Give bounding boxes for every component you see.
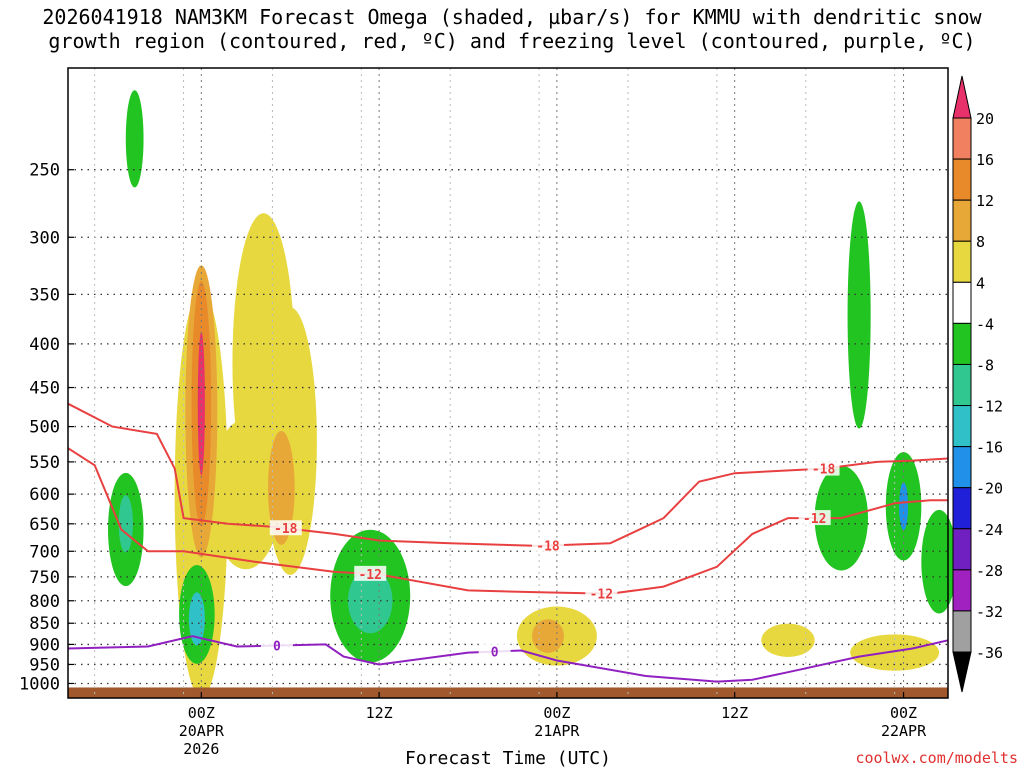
- omega-shade-6: [197, 331, 205, 476]
- omega-shade-9: [348, 568, 393, 634]
- colorbar-label-9: -20: [976, 480, 1003, 498]
- y-tick-label-850: 850: [29, 614, 60, 634]
- colorbar-swatch-7: [952, 363, 972, 407]
- x-tick-label-0-0: 00Z: [188, 704, 215, 722]
- colorbar-label-8: -16: [976, 439, 1003, 457]
- dgz-12-contour-label-1: -12: [590, 588, 613, 603]
- omega-shade-14: [125, 90, 144, 188]
- y-tick-label-900: 900: [29, 635, 60, 655]
- colorbar-swatch-1: [952, 117, 972, 160]
- colorbar-top-arrow: [952, 75, 972, 119]
- colorbar-swatch-12: [952, 569, 972, 612]
- colorbar-label-0: 20: [976, 110, 994, 128]
- colorbar-label-12: -32: [976, 603, 1003, 621]
- omega-shade-16: [532, 619, 564, 653]
- colorbar-label-2: 12: [976, 192, 994, 210]
- colorbar-label-5: -4: [976, 315, 994, 333]
- dgz-12-contour-label-0: -12: [358, 568, 381, 583]
- plot-frame: [67, 67, 949, 699]
- colorbar-label-6: -8: [976, 356, 994, 374]
- x-tick-label-20-0: 12Z: [366, 704, 393, 722]
- x-tick-label-40-1: 21APR: [534, 722, 580, 740]
- x-tick-label-60-0: 12Z: [721, 704, 748, 722]
- omega-shade-18: [761, 623, 815, 657]
- dgz-12-contour-label-bg-2: [798, 510, 831, 526]
- omega-shade-2: [210, 419, 282, 570]
- colorbar-swatch-8: [952, 405, 972, 448]
- x-axis-label: Forecast Time (UTC): [405, 748, 611, 768]
- y-tick-label-700: 700: [29, 542, 60, 562]
- y-tick-label-250: 250: [29, 161, 60, 181]
- colorbar-bottom-arrow: [952, 651, 972, 693]
- dgz-12-contour-label-bg-1: [585, 585, 618, 601]
- colorbar-label-1: 16: [976, 151, 994, 169]
- dgz-12-contour-label-2: -12: [803, 512, 826, 527]
- y-tick-label-300: 300: [29, 228, 60, 248]
- omega-shade-11: [118, 495, 133, 553]
- dgz-12-contour-line: [67, 447, 948, 595]
- y-tick-label-600: 600: [29, 485, 60, 505]
- colorbar-swatch-3: [952, 199, 972, 242]
- colorbar-label-4: 4: [976, 274, 985, 292]
- freezing-contour-line: [67, 635, 949, 683]
- colorbar-swatch-10: [952, 487, 972, 530]
- dgz-18-contour-label-bg-1: [532, 537, 564, 553]
- chart-title-line2: growth region (contoured, red, ºC) and f…: [48, 29, 976, 53]
- ground-band: [68, 687, 948, 698]
- colorbar-swatch-5: [952, 281, 972, 324]
- colorbar-label-10: -24: [976, 521, 1003, 539]
- y-tick-label-400: 400: [29, 335, 60, 355]
- omega-shade-23: [921, 509, 957, 614]
- x-tick-label-79-0: 00Z: [890, 704, 917, 722]
- dgz-18-contour-label-1: -18: [536, 540, 560, 555]
- x-tick-label-0-2: 2026: [183, 740, 219, 758]
- dgz-12-contour-label-bg-0: [354, 565, 387, 581]
- colorbar-swatch-2: [952, 158, 972, 201]
- freezing-contour-label-bg-0: [260, 637, 293, 653]
- y-tick-label-750: 750: [29, 568, 60, 588]
- colorbar-label-3: 8: [976, 233, 985, 251]
- y-tick-label-550: 550: [29, 453, 60, 473]
- y-tick-label-1000: 1000: [19, 674, 60, 694]
- freezing-contour-label-1: 0: [491, 646, 499, 661]
- credit-text[interactable]: coolwx.com/modelts: [855, 749, 1018, 767]
- dgz-18-contour-label-0: -18: [274, 522, 298, 537]
- omega-shade-19: [847, 201, 871, 429]
- freezing-contour-label-0: 0: [273, 640, 281, 655]
- colorbar-swatch-9: [952, 446, 972, 489]
- colorbar-swatch-4: [952, 240, 972, 283]
- y-tick-label-500: 500: [29, 418, 60, 438]
- y-tick-label-450: 450: [29, 379, 60, 399]
- colorbar-swatch-6: [952, 322, 972, 365]
- omega-shade-7: [268, 430, 295, 545]
- freezing-contour-label-bg-1: [478, 643, 511, 659]
- colorbar-label-11: -28: [976, 562, 1003, 580]
- x-tick-label-40-0: 00Z: [543, 704, 570, 722]
- x-tick-label-0-1: 20APR: [179, 722, 225, 740]
- y-tick-label-350: 350: [29, 285, 60, 305]
- dgz-18-contour-label-bg-0: [269, 520, 302, 536]
- omega-shade-17: [850, 634, 940, 671]
- x-tick-label-79-1: 22APR: [881, 722, 927, 740]
- colorbar-swatch-11: [952, 528, 972, 571]
- dgz-18-contour-label-2: -18: [812, 463, 836, 478]
- y-tick-label-650: 650: [29, 515, 60, 535]
- colorbar-label-13: -36: [976, 644, 1003, 662]
- colorbar-label-7: -12: [976, 398, 1003, 416]
- dgz-18-contour-label-bg-2: [807, 460, 840, 476]
- y-tick-label-800: 800: [29, 592, 60, 612]
- colorbar-swatch-13: [952, 610, 972, 653]
- y-tick-label-950: 950: [29, 655, 60, 675]
- chart-title-line1: 2026041918 NAM3KM Forecast Omega (shaded…: [42, 5, 982, 29]
